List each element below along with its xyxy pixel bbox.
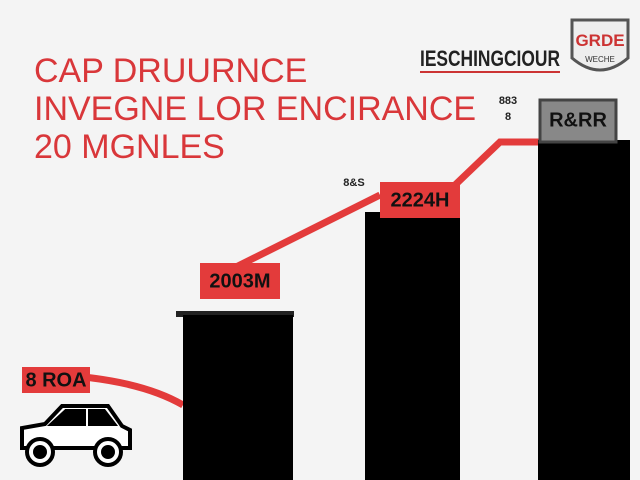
label: 8 ROA [25,369,86,391]
bar-cap [176,311,294,317]
note: 8 [505,111,511,123]
note: 8&S [343,177,364,189]
badge-sub: WECHE [585,55,615,64]
bar [538,140,630,480]
label-box [538,98,618,144]
brand: IESCHINGCIOUR [420,46,560,71]
bar [365,212,460,480]
label: R&RR [549,109,607,131]
note: 883 [499,95,517,107]
bar [183,315,293,480]
title-line: 20 MGNLES [34,128,225,166]
label-box [200,263,280,299]
label: 2224H [391,189,450,211]
title-line: INVEGNE LOR ENCIRANCE [34,90,476,128]
trend-line [228,138,550,274]
label-box [22,367,90,393]
car-icon [20,404,132,467]
label: 2003M [209,270,270,292]
badge-main: GRDE [575,31,624,50]
badge [570,18,630,72]
title-line: CAP DRUURNCE [34,52,307,90]
label-box [380,182,460,218]
